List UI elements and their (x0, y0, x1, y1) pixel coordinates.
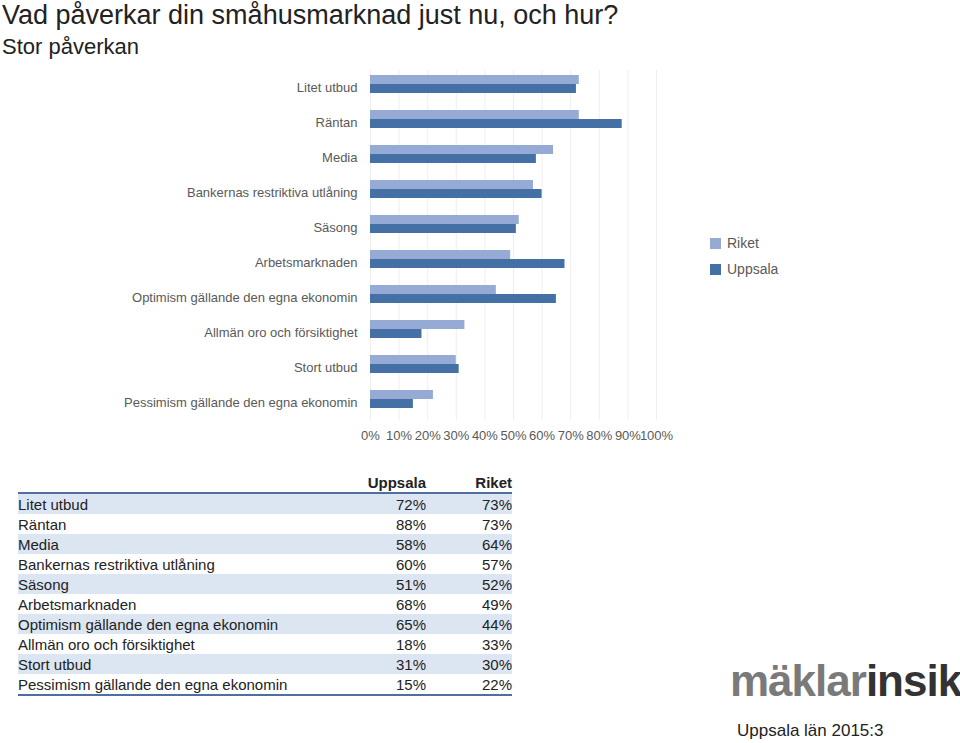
html-text:88%: 88% (396, 515, 426, 533)
html-text:33%: 33% (482, 635, 512, 653)
svg-text:60%: 60% (529, 428, 555, 443)
html-text:58%: 58% (396, 535, 426, 553)
html-text:22%: 22% (482, 675, 512, 693)
svg-text:Bankernas restriktiva utlåning: Bankernas restriktiva utlåning (187, 185, 358, 200)
html-text:Media: Media (18, 535, 59, 553)
html-text:72%: 72% (396, 495, 426, 513)
html-text:Arbetsmarknaden: Arbetsmarknaden (18, 595, 137, 613)
html-text:30%: 30% (482, 655, 512, 673)
html-text:64%: 64% (482, 535, 512, 553)
html-text:49%: 49% (482, 595, 512, 613)
html-text:Riket: Riket (475, 474, 512, 491)
svg-text:Optimism gällande den egna eko: Optimism gällande den egna ekonomin (132, 290, 357, 305)
svg-text:Stort utbud: Stort utbud (294, 360, 358, 375)
html-text:Uppsala: Uppsala (367, 474, 426, 491)
svg-text:0%: 0% (361, 428, 380, 443)
html-text:68%: 68% (396, 595, 426, 613)
html-text:18%: 18% (396, 635, 426, 653)
html-text:51%: 51% (396, 575, 426, 593)
html-text:Uppsala: Uppsala (727, 261, 779, 277)
svg-text:Litet utbud: Litet utbud (297, 80, 358, 95)
html-text:Riket: Riket (727, 235, 759, 251)
svg-text:40%: 40% (472, 428, 498, 443)
html-text:44%: 44% (482, 615, 512, 633)
svg-text:90%: 90% (615, 428, 641, 443)
html-text:73%: 73% (482, 495, 512, 513)
html-text:73%: 73% (482, 515, 512, 533)
svg-text:30%: 30% (443, 428, 469, 443)
html-text:Stort utbud: Stort utbud (18, 655, 92, 673)
html-text:Litet utbud: Litet utbud (18, 495, 89, 513)
html-text:60%: 60% (396, 555, 426, 573)
html-text:Stor påverkan: Stor påverkan (2, 34, 139, 59)
svg-text:20%: 20% (415, 428, 441, 443)
html-text:65%: 65% (396, 615, 426, 633)
html-text:Räntan: Räntan (18, 515, 67, 533)
html-text:Optimism gällande den egna eko: Optimism gällande den egna ekonomin (18, 615, 279, 633)
html-text:Vad påverkar din småhusmarknad: Vad påverkar din småhusmarknad just nu, … (2, 0, 619, 30)
html-text:Allmän oro och försiktighet: Allmän oro och försiktighet (18, 635, 195, 653)
svg-text:Media: Media (322, 150, 358, 165)
html-text:57%: 57% (482, 555, 512, 573)
html-text:Bankernas restriktiva utlåning: Bankernas restriktiva utlåning (18, 555, 215, 573)
html-text:Pessimism gällande den egna ek: Pessimism gällande den egna ekonomin (18, 675, 288, 693)
svg-text:80%: 80% (586, 428, 612, 443)
svg-text:Säsong: Säsong (313, 220, 357, 235)
svg-text:70%: 70% (558, 428, 584, 443)
svg-text:10%: 10% (386, 428, 412, 443)
svg-text:Allmän oro och försiktighet: Allmän oro och försiktighet (204, 325, 358, 340)
html-text:52%: 52% (482, 575, 512, 593)
html-text:Uppsala län 2015:3: Uppsala län 2015:3 (737, 721, 884, 740)
svg-text:Arbetsmarknaden: Arbetsmarknaden (255, 255, 358, 270)
html-text:Säsong: Säsong (18, 575, 69, 593)
svg-text:100%: 100% (640, 428, 674, 443)
svg-text:Pessimism gällande den egna ek: Pessimism gällande den egna ekonomin (124, 395, 357, 410)
html-text:15%: 15% (396, 675, 426, 693)
svg-text:50%: 50% (500, 428, 526, 443)
html-text:31%: 31% (396, 655, 426, 673)
html-text:mäklar: mäklar (730, 656, 866, 705)
svg-text:Räntan: Räntan (316, 115, 358, 130)
